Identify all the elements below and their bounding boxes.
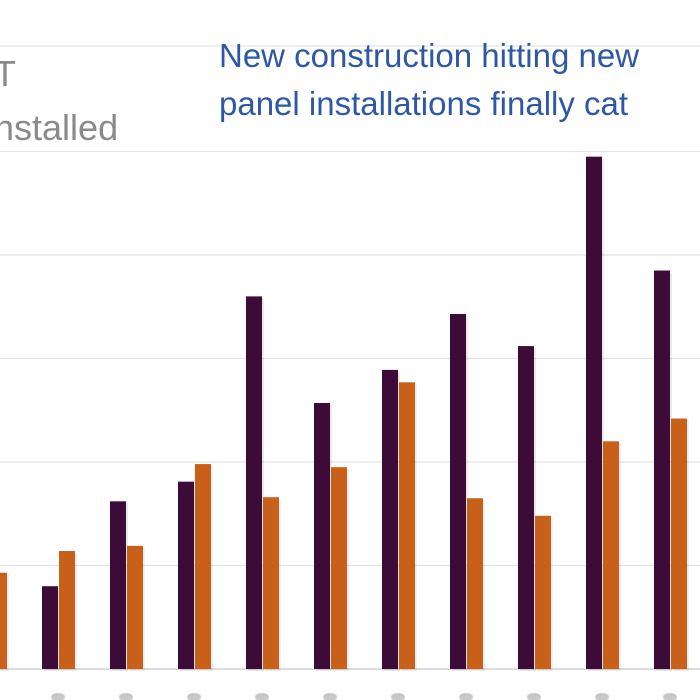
bar-series-2-cat-1 bbox=[0, 572, 7, 669]
x-tick-mark bbox=[391, 693, 405, 700]
annotation-line-2: panel installations finally cat bbox=[219, 85, 629, 122]
bar-series-2-cat-8 bbox=[467, 498, 483, 669]
bar-series-2-cat-5 bbox=[263, 497, 279, 669]
annotation-line-1: New construction hitting new bbox=[219, 37, 640, 74]
x-tick-mark bbox=[119, 693, 133, 700]
bar-series-2-cat-4 bbox=[195, 464, 211, 669]
bar-series-2-cat-7 bbox=[399, 382, 415, 669]
bar-series-2-cat-2 bbox=[59, 551, 75, 669]
bar-series-1-cat-2 bbox=[42, 586, 58, 669]
bar-series-1-cat-7 bbox=[382, 369, 398, 669]
x-tick-mark bbox=[187, 693, 201, 700]
bar-series-1-cat-5 bbox=[246, 296, 262, 669]
x-tick-mark bbox=[255, 693, 269, 700]
bar-series-1-cat-6 bbox=[314, 403, 330, 669]
bar-series-2-cat-3 bbox=[127, 545, 143, 669]
bar-series-2-cat-11 bbox=[671, 418, 687, 669]
bar-series-1-cat-11 bbox=[654, 270, 670, 669]
bars bbox=[0, 156, 689, 672]
bar-series-2-cat-10 bbox=[603, 441, 619, 669]
bar-series-2-cat-9 bbox=[535, 515, 551, 669]
bar-series-1-cat-4 bbox=[178, 481, 194, 669]
x-tick-marks bbox=[51, 693, 677, 700]
legend-line-1: T bbox=[0, 53, 16, 94]
bar-series-1-cat-8 bbox=[450, 313, 466, 669]
x-tick-mark bbox=[527, 693, 541, 700]
x-tick-mark bbox=[459, 693, 473, 700]
x-tick-mark bbox=[663, 693, 677, 700]
bar-series-1-cat-3 bbox=[110, 501, 126, 669]
x-tick-mark bbox=[51, 693, 65, 700]
legend-line-2: nstalled bbox=[0, 107, 119, 148]
bar-series-1-cat-9 bbox=[518, 346, 534, 669]
x-tick-mark bbox=[323, 693, 337, 700]
bar-series-1-cat-10 bbox=[586, 156, 602, 670]
x-tick-mark bbox=[595, 693, 609, 700]
bar-series-2-cat-6 bbox=[331, 467, 347, 669]
